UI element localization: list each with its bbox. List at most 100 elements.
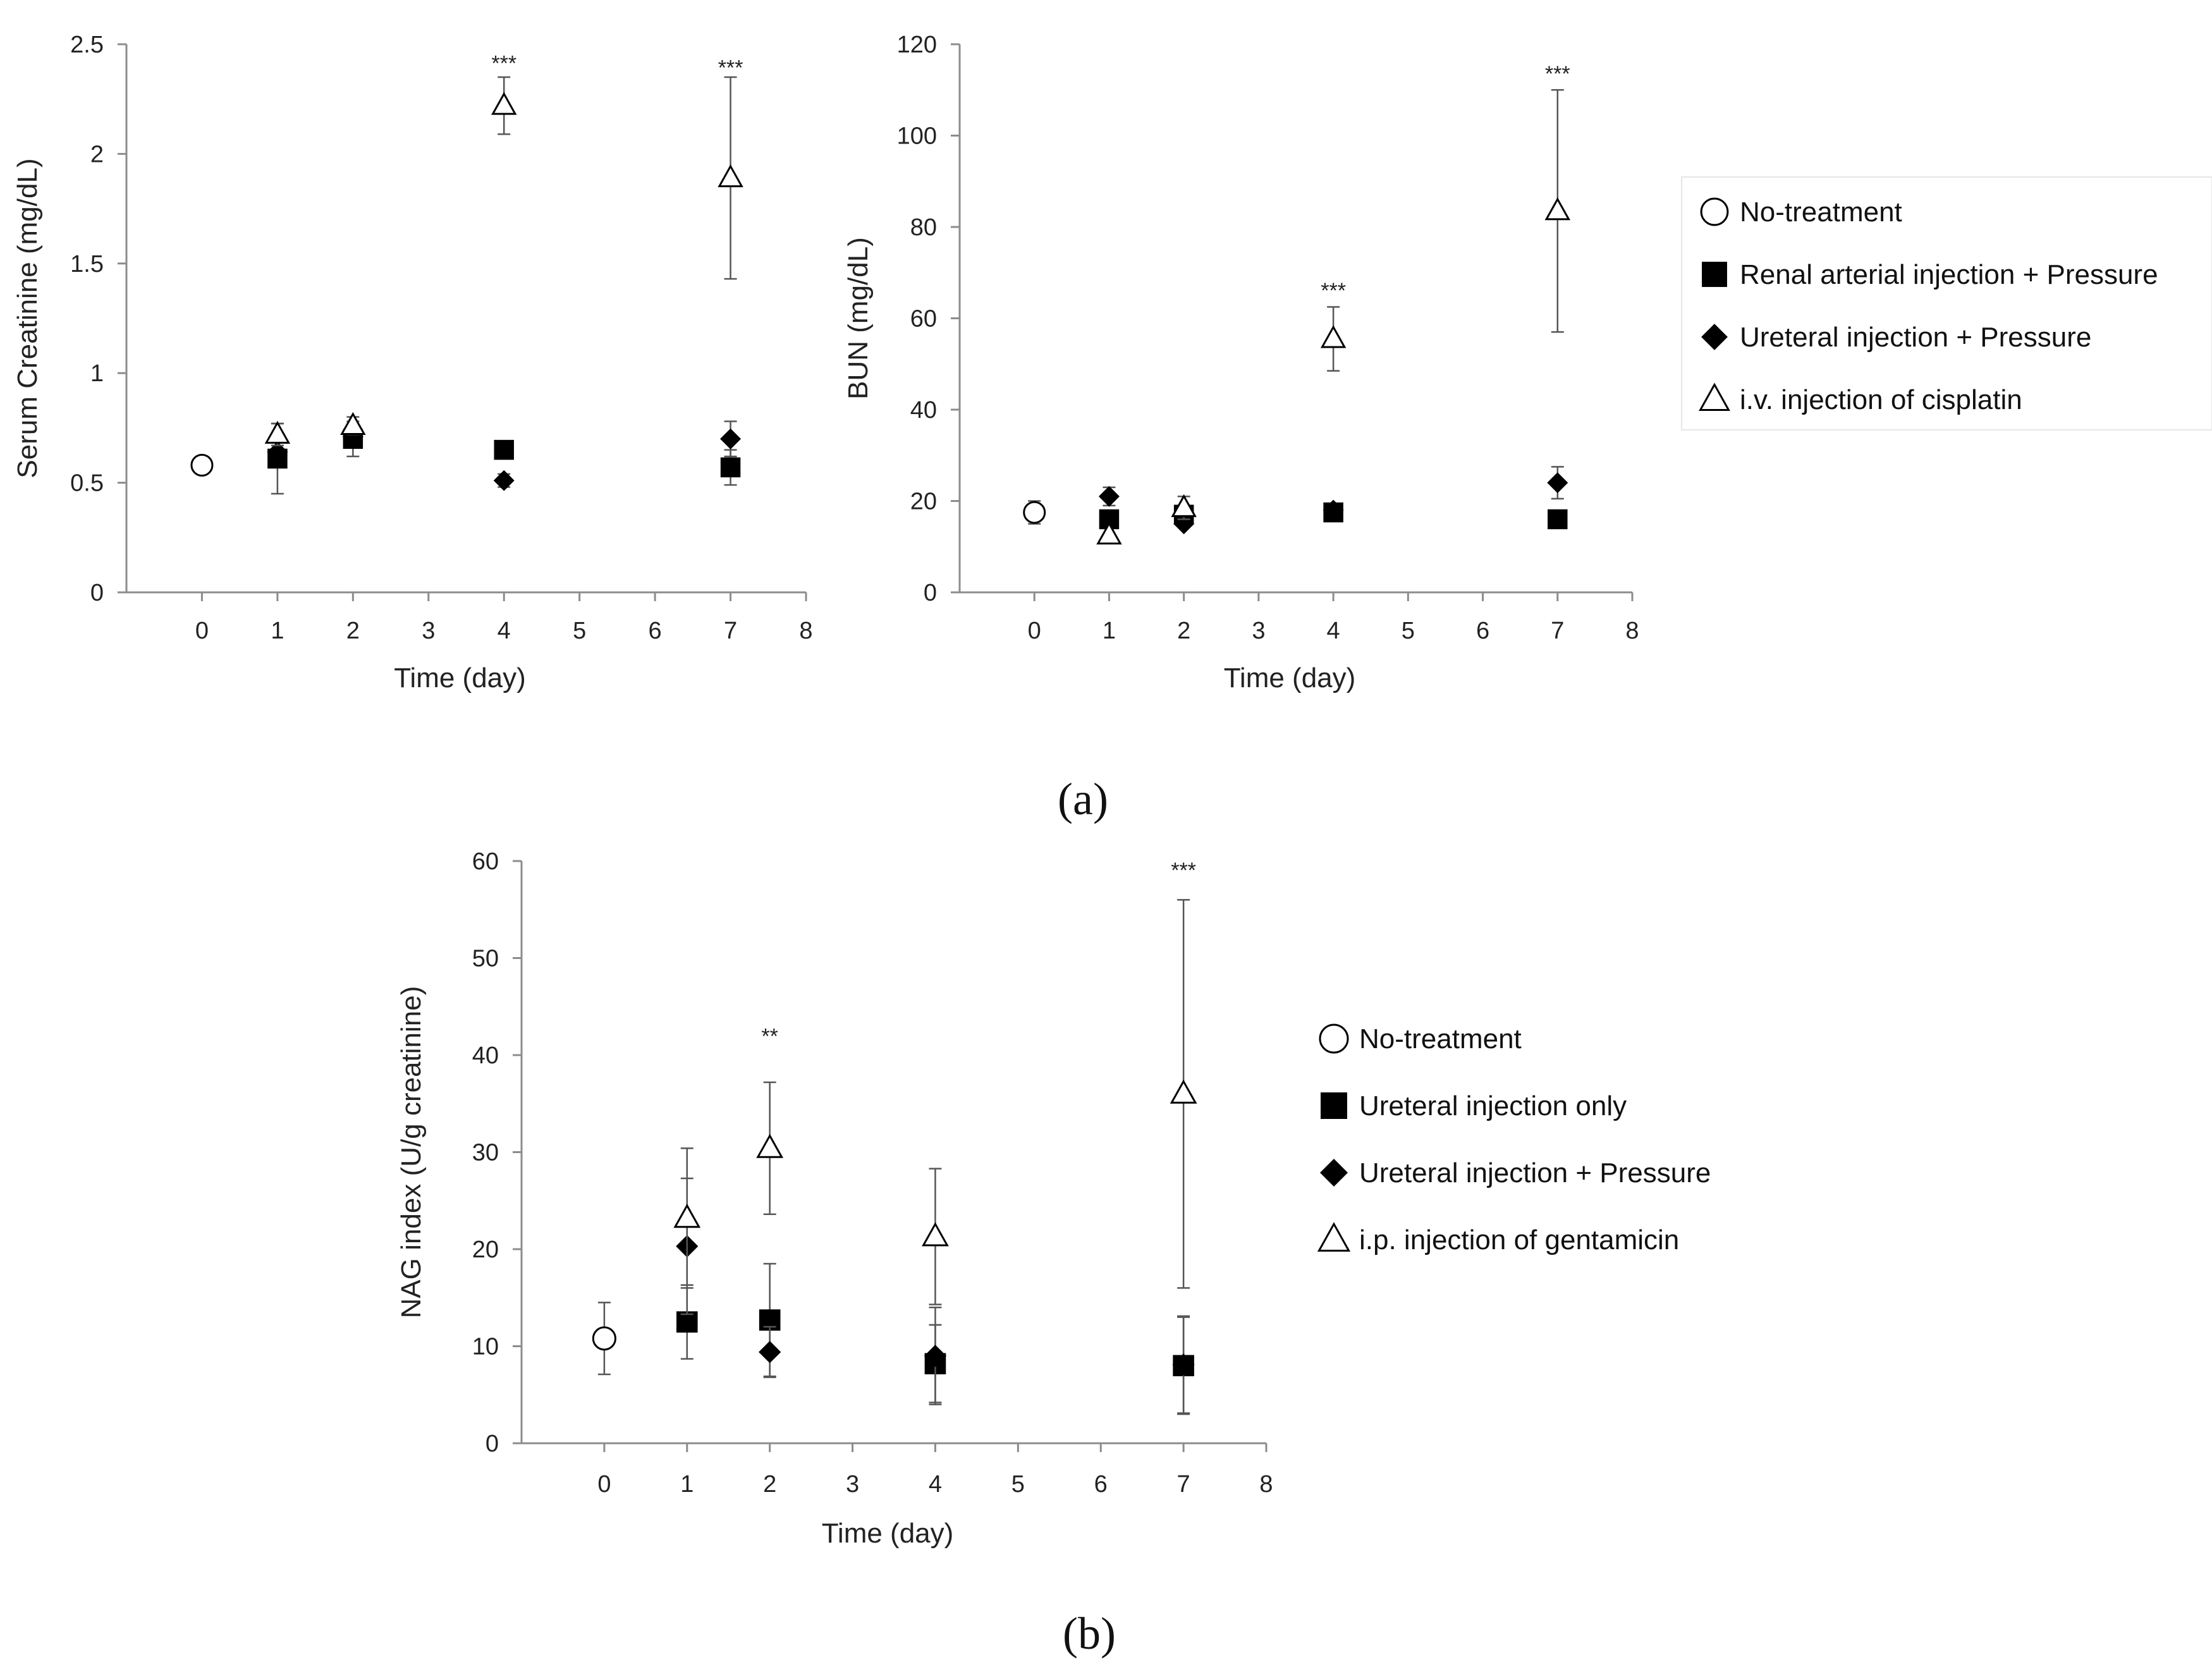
nag-x-tick-label: 2	[763, 1471, 776, 1498]
square-filled-point	[494, 439, 514, 460]
bun-x-axis-title: Time (day)	[1224, 663, 1356, 693]
nag-x-tick-label: 4	[929, 1471, 942, 1498]
triangle-open-point	[264, 420, 291, 444]
creatinine-x-tick-label: 6	[649, 618, 662, 644]
bun-y-axis-title: BUN (mg/dL)	[843, 237, 874, 400]
diamond-filled-point	[759, 1341, 781, 1364]
circle-open-point	[190, 453, 214, 477]
circle-open-point	[592, 1326, 616, 1351]
triangle-open-point	[1171, 494, 1197, 517]
creatinine-y-tick-label: 0	[90, 580, 104, 606]
triangle-open-point	[1096, 522, 1122, 545]
legend-triangle-open-icon	[1699, 382, 1730, 411]
creatinine-x-tick-label: 3	[422, 618, 435, 644]
diamond-filled-point	[720, 428, 742, 449]
bun-chart: 0 20 40 60 80 100 120 0 1 2 3 4 5 6 7 8 Time (day) BUN (m…	[843, 32, 1639, 693]
panel-label-b: (b)	[1063, 1608, 1116, 1659]
nag-series-ureteral-injection-pressure	[676, 1177, 1195, 1414]
creatinine-y-tick-label: 1.5	[70, 251, 104, 278]
legend-square-filled-icon	[1702, 262, 1727, 287]
legend-triangle-open-icon	[1317, 1222, 1351, 1252]
triangle-open-point	[756, 1133, 784, 1158]
nag-x-tick-label: 6	[1094, 1471, 1108, 1498]
bun-series-i-v-injection-of-cisplatin	[1096, 89, 1571, 545]
panel-label-a: (a)	[1058, 774, 1108, 824]
creatinine-x-tick-label: 2	[346, 618, 360, 644]
nag-y-axis-title: NAG index (U/g creatinine)	[396, 986, 427, 1319]
creatinine-x-tick-label: 4	[498, 618, 511, 644]
nag-series-i-p-injection-of-gentamicin	[673, 899, 1197, 1305]
nag-x-tick-label: 5	[1011, 1471, 1025, 1498]
legend-label: No-treatment	[1740, 197, 1902, 228]
nag-x-tick-label: 8	[1259, 1471, 1273, 1498]
nag-y-tick-label: 30	[472, 1140, 499, 1166]
bun-y-tick-label: 20	[910, 489, 937, 515]
legend-label: i.v. injection of cisplatin	[1740, 384, 2022, 415]
bun-x-tick-label: 4	[1327, 618, 1340, 644]
creatinine-significance-mark: ***	[718, 56, 743, 80]
diamond-filled-point	[493, 470, 515, 491]
creatinine-y-tick-label: 2	[90, 141, 104, 168]
bun-y-tick-label: 60	[910, 306, 937, 333]
nag-y-tick-label: 10	[472, 1334, 499, 1360]
nag-x-tick-label: 1	[680, 1471, 694, 1498]
bun-y-tick-label: 40	[910, 397, 937, 424]
diamond-filled-point	[267, 441, 288, 463]
legend-label: No-treatment	[1359, 1023, 1522, 1054]
creatinine-x-tick-label: 8	[799, 618, 812, 644]
creatinine-x-tick-label: 5	[573, 618, 586, 644]
diamond-filled-point	[1547, 472, 1568, 494]
bun-y-tick-label: 100	[897, 123, 937, 150]
bun-x-tick-label: 3	[1252, 618, 1265, 644]
bun-x-tick-label: 1	[1103, 618, 1116, 644]
legend-a-box	[1681, 176, 2212, 431]
creatinine-y-tick-label: 2.5	[70, 32, 104, 58]
nag-series-no-treatment	[592, 1302, 616, 1376]
creatinine-y-axis-title: Serum Creatinine (mg/dL)	[12, 158, 43, 478]
creatinine-series-no-treatment	[190, 453, 214, 477]
legend-diamond-filled-icon	[1320, 1159, 1348, 1187]
nag-x-tick-label: 7	[1177, 1471, 1190, 1498]
legend-label: i.p. injection of gentamicin	[1359, 1225, 1679, 1256]
bun-x-tick-label: 6	[1476, 618, 1489, 644]
legend-label: Renal arterial injection + Pressure	[1740, 259, 2158, 290]
bun-x-tick-label: 8	[1625, 618, 1639, 644]
creatinine-y-tick-label: 1	[90, 360, 104, 387]
triangle-open-point	[491, 92, 517, 115]
bun-series-ureteral-injection-pressure	[1098, 466, 1568, 535]
legend-circle-open-icon	[1319, 1023, 1349, 1054]
bun-series-no-treatment	[1023, 500, 1046, 525]
nag-significance-mark: **	[761, 1025, 778, 1049]
triangle-open-point	[1170, 1079, 1197, 1104]
triangle-open-point	[673, 1203, 701, 1228]
bun-x-tick-label: 5	[1402, 618, 1415, 644]
nag-chart: 0 10 20 30 40 50 60 0 1 2 3 4 5 6 7 8 Time (day) NAG inde…	[396, 848, 1273, 1549]
nag-y-tick-label: 40	[472, 1042, 499, 1069]
triangle-open-point	[1320, 325, 1347, 348]
bun-x-tick-label: 2	[1177, 618, 1190, 644]
bun-y-tick-label: 80	[910, 214, 937, 241]
nag-x-tick-label: 3	[846, 1471, 859, 1498]
square-filled-point	[1548, 509, 1568, 530]
bun-significance-mark: ***	[1545, 62, 1570, 86]
legend-label: Ureteral injection + Pressure	[1740, 322, 2091, 353]
legend-label: Ureteral injection + Pressure	[1359, 1158, 1711, 1188]
creatinine-y-tick-label: 0.5	[70, 470, 104, 497]
nag-x-tick-label: 0	[597, 1471, 611, 1498]
creatinine-series-i-v-injection-of-cisplatin	[264, 76, 743, 446]
nag-y-tick-label: 50	[472, 946, 499, 972]
bun-x-tick-label: 0	[1028, 618, 1041, 644]
circle-open-point	[1023, 501, 1046, 524]
diamond-filled-point	[1098, 486, 1120, 507]
nag-y-tick-label: 60	[472, 848, 499, 875]
creatinine-x-tick-label: 7	[724, 618, 737, 644]
nag-x-axis-title: Time (day)	[822, 1518, 954, 1549]
bun-significance-mark: ***	[1321, 279, 1346, 303]
triangle-open-point	[340, 412, 366, 435]
nag-significance-mark: ***	[1171, 858, 1196, 883]
legend-label: Ureteral injection only	[1359, 1091, 1627, 1121]
square-filled-point	[720, 457, 741, 478]
bun-x-tick-label: 7	[1551, 618, 1564, 644]
diamond-filled-point	[1172, 1353, 1195, 1376]
